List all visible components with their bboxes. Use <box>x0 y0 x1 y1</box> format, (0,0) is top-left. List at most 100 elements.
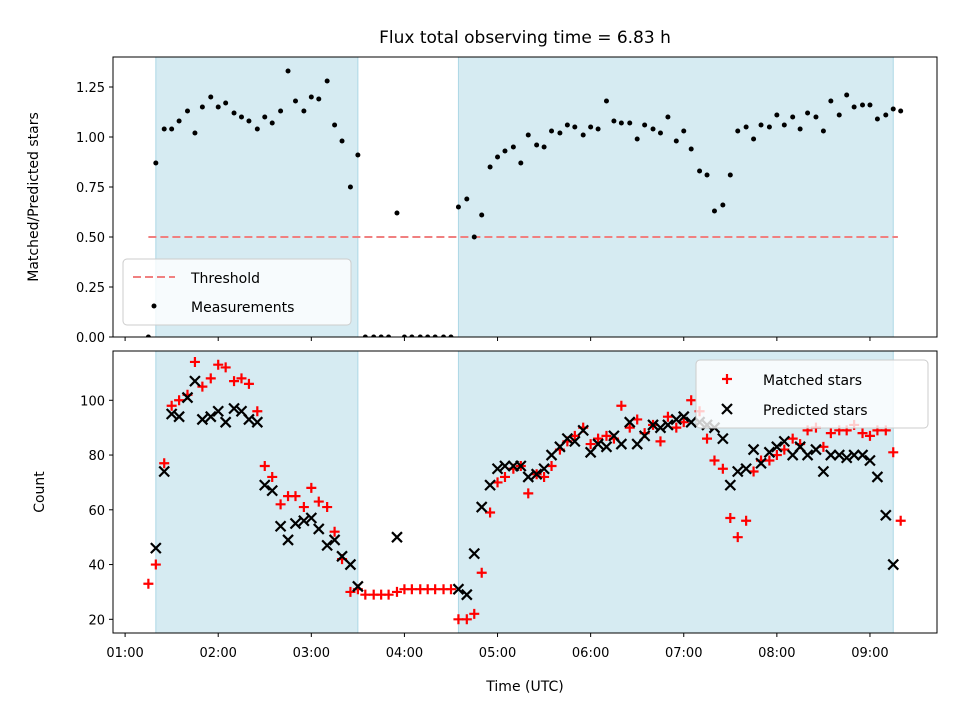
predicted-star-marker <box>289 517 302 530</box>
observing-window-span <box>457 57 894 337</box>
measurement-point <box>355 152 361 158</box>
predicted-star-marker <box>219 416 232 428</box>
y-tick-label: 60 <box>88 504 105 519</box>
matched-star-marker <box>275 499 286 510</box>
predicted-star-marker <box>771 441 783 453</box>
matched-star-marker <box>329 526 340 537</box>
measurement-point <box>665 114 671 120</box>
predicted-star-marker <box>484 479 496 491</box>
matched-star-marker <box>787 433 798 444</box>
matched-star-marker <box>306 482 317 493</box>
predicted-star-marker <box>251 416 264 428</box>
x-tick-label: 02:00 <box>199 646 236 661</box>
matched-star-marker <box>741 515 752 526</box>
measurement-point <box>890 106 896 112</box>
measurement-point <box>339 138 345 144</box>
measurement-point <box>797 126 803 132</box>
measurement-point <box>394 210 400 216</box>
predicted-star-marker <box>763 446 776 459</box>
measurement-point <box>301 108 307 114</box>
measurement-point <box>192 130 198 136</box>
matched-star-marker <box>236 373 247 384</box>
predicted-star-marker <box>475 501 488 513</box>
legend-measurement-swatch <box>151 303 157 309</box>
measurement-point <box>464 196 470 202</box>
matched-star-marker <box>624 422 635 433</box>
matched-star-marker <box>243 378 254 389</box>
measurement-point <box>844 92 850 98</box>
predicted-star-marker <box>880 509 892 522</box>
measurement-point <box>883 112 889 118</box>
matched-star-marker <box>485 507 496 518</box>
predicted-star-marker <box>196 413 209 426</box>
matched-star-marker <box>229 376 240 387</box>
measurement-point <box>518 160 524 166</box>
matched-star-marker <box>662 411 673 422</box>
measurement-point <box>215 104 221 110</box>
predicted-star-marker <box>577 424 589 437</box>
measurement-point <box>727 172 733 178</box>
matched-star-marker <box>445 584 456 595</box>
measurement-point <box>572 124 578 130</box>
x-axis-label: Time (UTC) <box>485 679 563 695</box>
predicted-star-marker <box>856 449 869 461</box>
measurement-point <box>278 108 284 114</box>
predicted-star-marker <box>181 391 194 404</box>
matched-star-marker <box>259 460 270 471</box>
predicted-star-marker <box>491 462 504 475</box>
matched-star-marker <box>159 458 170 469</box>
matched-star-marker <box>213 359 224 370</box>
ratio-panel: 0.00 0.25 0.50 0.75 1.00 1.25 Matched/Predicte… <box>26 56 938 346</box>
measurement-point <box>417 334 423 337</box>
predicted-star-marker <box>468 547 481 560</box>
matched-star-marker <box>166 400 177 411</box>
measurement-point <box>704 172 710 178</box>
measurement-point <box>448 334 454 337</box>
y-tick-label: 40 <box>88 559 105 574</box>
matched-star-marker <box>825 428 836 439</box>
predicted-star-marker <box>724 479 737 491</box>
predicted-star-marker <box>670 413 683 426</box>
predicted-star-marker <box>810 443 822 456</box>
measurement-point <box>409 334 415 337</box>
matched-star-marker <box>290 491 301 502</box>
matched-star-marker <box>313 496 324 507</box>
measurement-point <box>627 120 633 126</box>
predicted-star-marker <box>204 410 217 423</box>
y-tick-label: 0.75 <box>76 181 105 196</box>
matched-star-marker <box>655 436 666 447</box>
predicted-star-marker <box>391 531 403 543</box>
count-panel: 20 40 60 80 100 01:00 02:00 03:00 04:00 05:00 06:0… <box>32 350 938 661</box>
x-tick-label: 08:00 <box>758 646 795 661</box>
measurement-point <box>766 124 772 130</box>
matched-star-marker <box>189 356 200 367</box>
measurement-point <box>145 334 151 337</box>
predicted-star-marker <box>538 462 550 475</box>
measurement-point <box>673 138 679 144</box>
measurement-point <box>534 142 540 148</box>
x-tick-label: 09:00 <box>851 646 888 661</box>
measurement-point <box>324 78 330 84</box>
measurement-point <box>557 130 563 136</box>
y-axis-label: Count <box>32 471 48 513</box>
legend-box <box>695 359 929 429</box>
matched-star-marker <box>453 614 464 625</box>
measurement-point <box>425 334 431 337</box>
measurement-point <box>231 110 237 116</box>
measurement-point <box>386 334 392 337</box>
measurement-point <box>580 132 586 138</box>
matched-star-marker <box>764 455 775 466</box>
matched-star-marker <box>383 589 394 600</box>
predicted-star-marker <box>515 460 527 472</box>
measurement-point <box>316 96 322 102</box>
measurement-point <box>269 120 275 126</box>
matched-star-marker <box>220 362 231 373</box>
matched-star-marker <box>864 430 875 441</box>
x-tick-label: 07:00 <box>665 646 702 661</box>
predicted-star-marker <box>740 462 752 475</box>
matched-star-marker <box>461 614 472 625</box>
predicted-star-marker <box>158 465 170 478</box>
matched-star-marker <box>717 463 728 474</box>
measurement-point <box>208 94 214 100</box>
